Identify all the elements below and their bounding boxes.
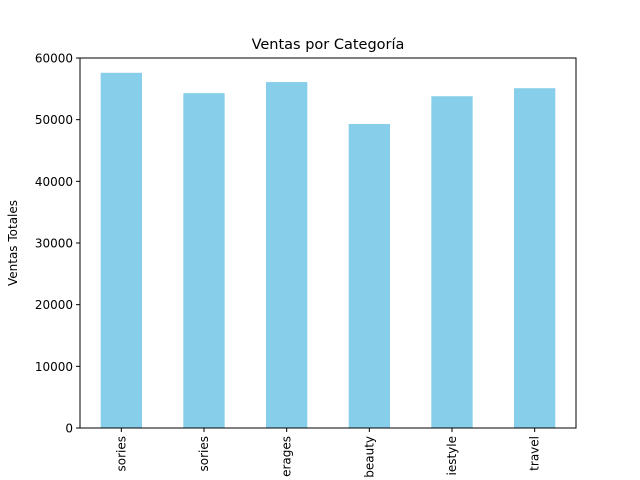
x-tick-label: sories xyxy=(197,436,211,472)
x-tick-label: iestyle xyxy=(445,436,459,476)
y-tick-label: 10000 xyxy=(35,360,73,374)
y-tick-label: 20000 xyxy=(35,298,73,312)
x-tick-label: erages xyxy=(280,436,294,477)
y-tick-label: 30000 xyxy=(35,237,73,251)
x-tick-label: sories xyxy=(114,436,128,472)
x-axis: sories sories erages beauty iestyle travel xyxy=(114,428,542,478)
bar xyxy=(266,82,308,429)
y-tick-label: 0 xyxy=(65,422,73,436)
bars-group xyxy=(100,72,556,429)
chart-title: Ventas por Categoría xyxy=(252,37,405,53)
y-axis: 0 10000 20000 30000 40000 50000 60000 xyxy=(35,52,80,436)
bar xyxy=(431,96,473,428)
y-tick-label: 40000 xyxy=(35,175,73,189)
bar xyxy=(100,72,142,429)
y-tick-label: 60000 xyxy=(35,52,73,66)
bar xyxy=(514,88,556,428)
bar xyxy=(183,93,225,429)
x-tick-label: travel xyxy=(528,436,542,471)
bar xyxy=(348,123,390,428)
plot-frame xyxy=(79,57,577,429)
y-tick-label: 50000 xyxy=(35,113,73,127)
y-axis-label: Ventas Totales xyxy=(6,200,20,286)
x-tick-label: beauty xyxy=(362,436,376,478)
